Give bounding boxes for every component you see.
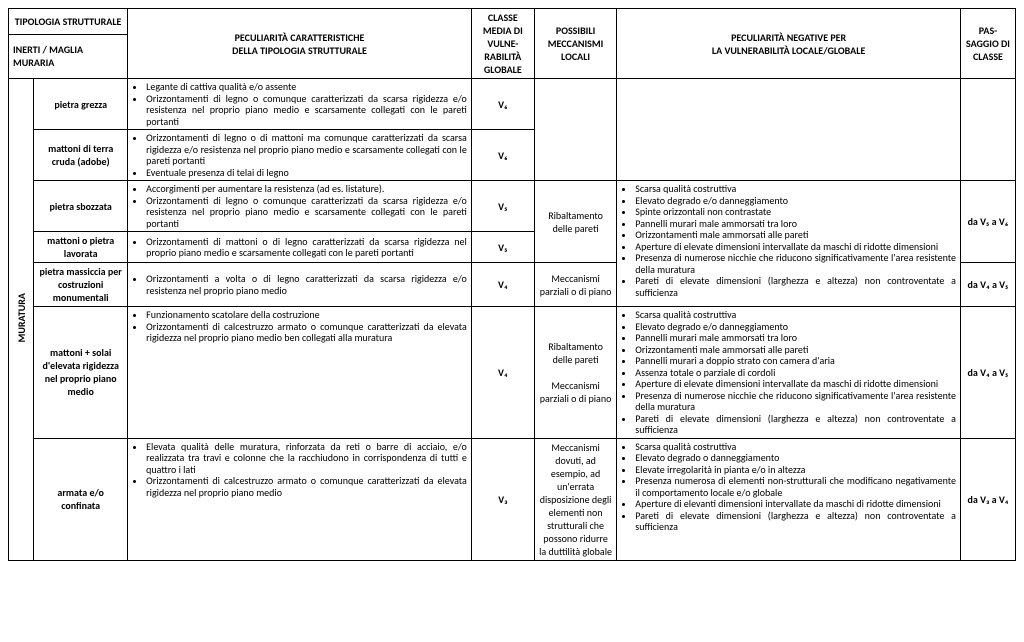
pecul-cell: Legante di cattiva qualità e/o assente O… (128, 79, 472, 130)
mecc-cell: Ribaltamento delle pareti (534, 181, 616, 263)
mecc-cell: Meccanismi dovuti, ad esempio, ad un'err… (534, 438, 616, 560)
tipo-cell: mattoni + solai d'elevata rigidezza nel … (34, 307, 128, 439)
hdr-tipologia: TIPOLOGIA STRUTTURALE (9, 9, 128, 35)
neg-cell (617, 79, 961, 181)
list-item: Presenza di numerose nicchie che riducon… (635, 252, 956, 275)
list-item: Pareti di elevate dimensioni (larghezza … (635, 510, 956, 533)
list-item: Pannelli murari male ammorsati tra loro (635, 332, 956, 344)
list-item: Orizzontamenti di legno o comunque carat… (146, 195, 467, 230)
table-row: mattoni + solai d'elevata rigidezza nel … (9, 307, 1016, 439)
pass-cell: da V₄ a V₅ (960, 263, 1015, 307)
hdr-classe: CLASSE MEDIA DI VULNE-RABILITÀ GLOBALE (471, 9, 534, 79)
pecul-cell: Elevata qualità delle muratura, rinforza… (128, 438, 472, 560)
tipo-cell: mattoni o pietra lavorata (34, 232, 128, 263)
mecc-cell: Ribaltamento delle pareti Meccanismi par… (534, 307, 616, 439)
hdr-negative: PECULIARITÀ NEGATIVE PER LA VULNERABILIT… (617, 9, 961, 79)
list-item: Orizzontamenti di calcestruzzo armato o … (146, 321, 467, 344)
list-item: Aperture di elevanti dimensioni interval… (635, 498, 956, 510)
list-item: Aperture di elevate dimensioni intervall… (635, 378, 956, 390)
hdr-inerti: INERTI / MAGLIA MURARIA (9, 34, 128, 78)
table-row: pietra sbozzata Accorgimenti per aumenta… (9, 181, 1016, 232)
neg-cell: Scarsa qualità costruttiva Elevato degra… (617, 438, 961, 560)
vulnerability-table: TIPOLOGIA STRUTTURALE PECULIARITÀ CARATT… (8, 8, 1016, 561)
list-item: Orizzontamenti male ammorsati alle paret… (635, 229, 956, 241)
list-item: Elevata qualità delle muratura, rinforza… (146, 441, 467, 476)
pecul-cell: Orizzontamenti a volta o di legno caratt… (128, 263, 472, 307)
header-row-1: TIPOLOGIA STRUTTURALE PECULIARITÀ CARATT… (9, 9, 1016, 35)
pass-cell: da V₅ a V₆ (960, 181, 1015, 263)
mecc-cell (534, 79, 616, 181)
list-item: Legante di cattiva qualità e/o assente (146, 81, 467, 93)
list-item: Scarsa qualità costruttiva (635, 309, 956, 321)
classe-cell: V₄ (471, 307, 534, 439)
list-item: Orizzontamenti a volta o di legno caratt… (146, 273, 467, 296)
tipo-cell: pietra sbozzata (34, 181, 128, 232)
pass-cell: da V₃ a V₄ (960, 438, 1015, 560)
side-muratura: MURATURA (9, 79, 34, 561)
classe-cell: V₆ (471, 130, 534, 181)
classe-cell: V₅ (471, 232, 534, 263)
mecc-cell: Meccanismi parziali o di piano (534, 263, 616, 307)
classe-cell: V₆ (471, 79, 534, 130)
neg-cell: Scarsa qualità costruttiva Elevato degra… (617, 181, 961, 307)
list-item: Eventuale presenza di telai di legno (146, 167, 467, 179)
classe-cell: V₅ (471, 181, 534, 232)
list-item: Presenza numerosa di elementi non-strutt… (635, 475, 956, 498)
classe-cell: V₃ (471, 438, 534, 560)
list-item: Presenza di numerose nicchie che riducon… (635, 390, 956, 413)
mecc-text: Meccanismi parziali o di piano (540, 379, 612, 405)
hdr-meccanismi: POSSIBILI MECCANISMI LOCALI (534, 9, 616, 79)
tipo-cell: pietra grezza (34, 79, 128, 130)
hdr-peculiarita: PECULIARITÀ CARATTERISTICHE DELLA TIPOLO… (128, 9, 472, 79)
list-item: Elevato degrado o danneggiamento (635, 452, 956, 464)
list-item: Pannelli murari a doppio strato con came… (635, 355, 956, 367)
tipo-cell: mattoni di terra cruda (adobe) (34, 130, 128, 181)
list-item: Orizzontamenti di legno o comunque carat… (146, 93, 467, 128)
pecul-cell: Funzionamento scatolare della costruzion… (128, 307, 472, 439)
table-row: armata e/o confinata Elevata qualità del… (9, 438, 1016, 560)
list-item: Scarsa qualità costruttiva (635, 183, 956, 195)
pecul-cell: Orizzontamenti di legno o di mattoni ma … (128, 130, 472, 181)
list-item: Orizzontamenti di legno o di mattoni ma … (146, 132, 467, 167)
pecul-cell: Orizzontamenti di mattoni o di legno car… (128, 232, 472, 263)
tipo-cell: pietra massiccia per costruzioni monumen… (34, 263, 128, 307)
list-item: Orizzontamenti di mattoni o di legno car… (146, 236, 467, 259)
classe-cell: V₄ (471, 263, 534, 307)
list-item: Orizzontamenti di calcestruzzo armato o … (146, 475, 467, 498)
mecc-text: Ribaltamento delle pareti (548, 340, 603, 366)
list-item: Funzionamento scatolare della costruzion… (146, 309, 467, 321)
hdr-passaggio: PAS-SAGGIO DI CLASSE (960, 9, 1015, 79)
list-item: Pareti di elevate dimensioni (larghezza … (635, 275, 956, 298)
list-item: Pareti di elevate dimensioni (larghezza … (635, 413, 956, 436)
pass-cell: da V₄ a V₅ (960, 307, 1015, 439)
pass-cell (960, 79, 1015, 181)
list-item: Spinte orizzontali non contrastate (635, 206, 956, 218)
pecul-cell: Accorgimenti per aumentare la resistenza… (128, 181, 472, 232)
neg-cell: Scarsa qualità costruttiva Elevato degra… (617, 307, 961, 439)
tipo-cell: armata e/o confinata (34, 438, 128, 560)
table-row: MURATURA pietra grezza Legante di cattiv… (9, 79, 1016, 130)
list-item: Accorgimenti per aumentare la resistenza… (146, 183, 467, 195)
